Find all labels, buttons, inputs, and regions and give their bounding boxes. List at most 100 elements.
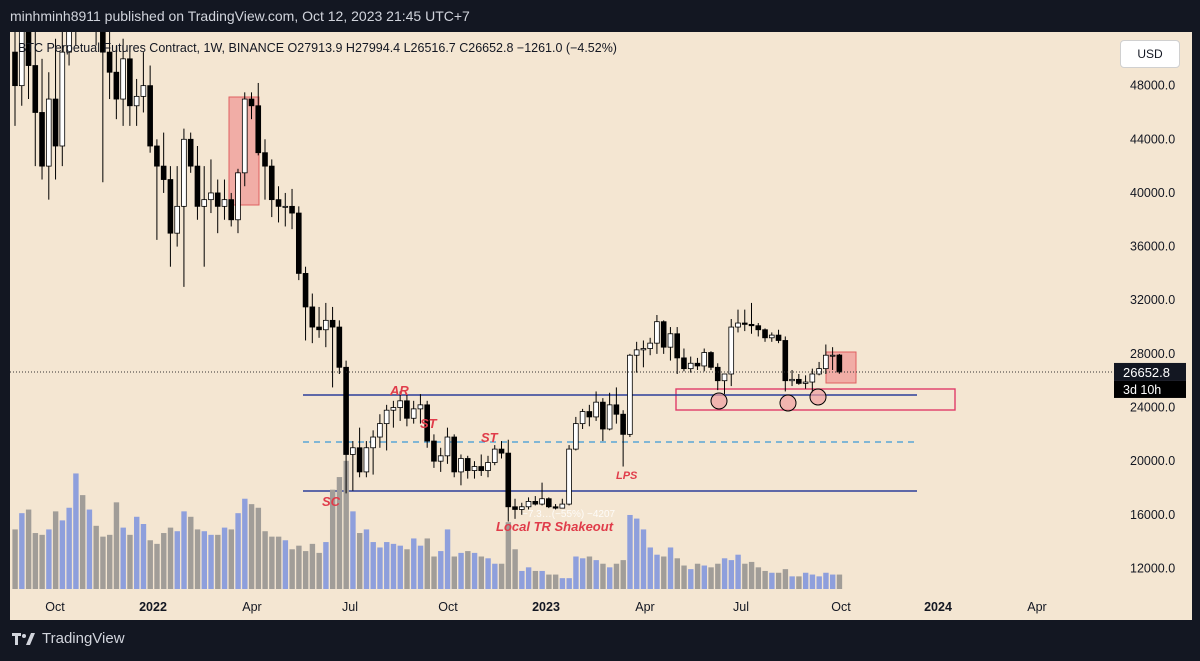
volume-bar [546, 574, 552, 589]
chart-area[interactable]: AR ST ST SC LPS Local TR Shakeout −7.3…(−55%) … [10, 32, 1192, 620]
volume-bar [384, 542, 390, 589]
volume-bar [208, 534, 214, 589]
candle-body [18, 32, 25, 87]
candlestick-chart[interactable]: AR ST ST SC LPS Local TR Shakeout−7.3…(−55%) … [10, 32, 1192, 620]
volume-bar [769, 572, 775, 589]
volume-bar [532, 570, 539, 589]
candle-body [633, 349, 640, 356]
volume-bar [735, 554, 741, 589]
brand-name: TradingView [42, 630, 125, 647]
y-tick-label: 16000.0 [1130, 508, 1175, 522]
candle-body [133, 95, 140, 107]
candle-body [66, 32, 72, 53]
candle-body [174, 205, 180, 234]
candle-body [478, 466, 485, 471]
volume-bar [525, 567, 532, 589]
candle-body [241, 98, 248, 174]
volume-bar [755, 567, 762, 589]
candle-body [593, 401, 599, 418]
candle-body [208, 192, 214, 201]
candle-body [262, 152, 268, 167]
y-tick-label: 48000.0 [1130, 79, 1175, 93]
volume-bar [336, 477, 343, 589]
candle-body [701, 352, 708, 367]
y-tick-label: 40000.0 [1130, 186, 1175, 200]
candle-body [390, 407, 397, 411]
x-tick-label: 2022 [139, 600, 167, 614]
tradingview-logo[interactable]: TradingView [12, 630, 125, 647]
candle-body [802, 381, 809, 384]
candle-body [579, 411, 586, 425]
y-tick-label: 44000.0 [1130, 132, 1175, 146]
candle-body [559, 503, 566, 509]
candle-body [113, 71, 120, 100]
candle-body [363, 447, 370, 473]
candle-body [268, 165, 275, 201]
volume-bar [498, 563, 505, 589]
volume-bar [147, 540, 153, 589]
candle-body [417, 404, 424, 410]
volume-bar [248, 504, 255, 589]
candle-body [647, 342, 653, 349]
y-tick-label: 28000.0 [1130, 347, 1175, 361]
candle-body [546, 498, 552, 508]
candle-body [431, 440, 437, 462]
volume-bar [647, 547, 653, 589]
candle-body [728, 326, 735, 375]
low-marker-circle [809, 388, 827, 406]
tradingview-logo-icon [12, 632, 35, 645]
low-marker-circle [710, 392, 728, 410]
volume-bar [816, 576, 822, 589]
candle-body [45, 98, 52, 167]
candle-body [329, 319, 336, 328]
candle-body [444, 436, 451, 457]
volume-bar [775, 572, 782, 589]
candle-body [397, 400, 403, 408]
candle-body [52, 98, 59, 147]
candle-body [768, 334, 775, 339]
currency-button[interactable]: USD [1120, 40, 1180, 68]
volume-bar [120, 527, 126, 589]
candle-body [410, 408, 417, 419]
candle-body [782, 340, 789, 382]
annotation-lps: LPS [616, 470, 638, 482]
candle-body [829, 354, 836, 357]
candle-body [471, 466, 478, 471]
volume-bar [627, 514, 633, 589]
candle-body [404, 400, 410, 419]
volume-bar [39, 534, 45, 589]
candle-body [100, 32, 106, 53]
volume-bar [505, 522, 512, 589]
volume-bar [127, 534, 133, 589]
candle-body [59, 51, 66, 147]
volume-bar [296, 545, 302, 589]
volume-bar [708, 567, 714, 589]
candle-body [687, 362, 694, 370]
volume-bar [721, 558, 728, 589]
volume-bar [654, 554, 660, 589]
low-marker-circle [779, 394, 797, 412]
volume-bar [154, 543, 160, 589]
y-tick-label: 36000.0 [1130, 240, 1175, 254]
volume-bar [451, 556, 458, 589]
volume-bar [512, 549, 518, 589]
candle-body [228, 199, 235, 221]
candle-body [370, 436, 376, 449]
volume-bar [431, 556, 437, 589]
volume-bar [667, 547, 674, 589]
candle-body [464, 458, 471, 471]
candle-body [356, 447, 363, 473]
volume-bar [607, 567, 613, 589]
volume-bar [174, 531, 180, 589]
candle-body [154, 145, 160, 167]
volume-bar [600, 563, 606, 589]
volume-bar [323, 542, 329, 589]
volume-bar [559, 578, 566, 589]
candle-body [214, 192, 221, 207]
candle-body [336, 326, 343, 368]
candle-body [350, 447, 356, 455]
countdown-tag-bg [1114, 380, 1186, 398]
price-tag-countdown: 3d 10h [1123, 383, 1161, 397]
footer-bar: TradingView [0, 620, 1200, 661]
volume-bar [809, 574, 816, 589]
